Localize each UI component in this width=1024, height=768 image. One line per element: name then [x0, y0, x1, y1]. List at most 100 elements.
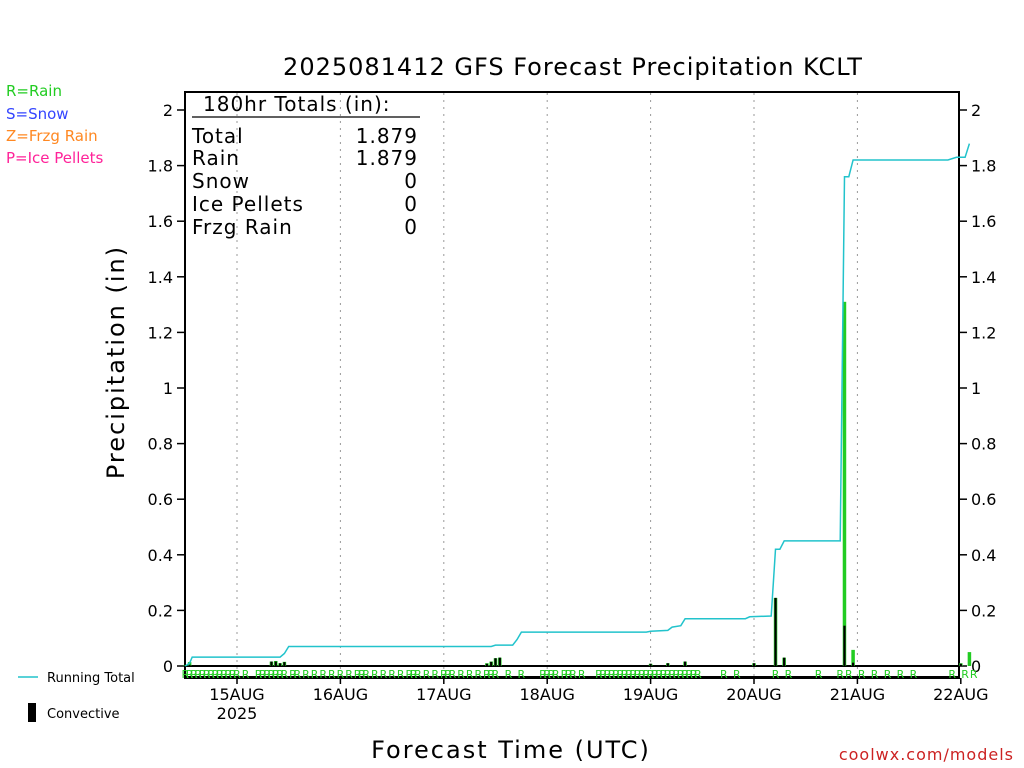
convective-bar — [274, 661, 277, 666]
rain-marker: R — [910, 668, 918, 681]
convective-bar — [188, 664, 191, 666]
convective-bar — [774, 597, 777, 666]
rain-marker: R — [199, 668, 207, 681]
convective-bar — [649, 663, 652, 666]
rain-marker: R — [255, 668, 263, 681]
rain-marker: R — [578, 668, 586, 681]
totals-box: 180hr Totals (in): Total 1.879 Rain 1.87… — [191, 92, 420, 239]
rain-marker: R — [181, 668, 189, 681]
rain-marker: R — [371, 668, 379, 681]
rain-marker: R — [836, 668, 844, 681]
rain-marker: R — [293, 668, 301, 681]
rain-marker: R — [548, 668, 556, 681]
legend-snow: S=Snow — [6, 105, 69, 123]
rain-marker: R — [440, 668, 448, 681]
convective-bar — [270, 661, 273, 666]
rain-marker: R — [668, 668, 676, 681]
x-tick-label: 20AUG — [726, 685, 781, 704]
totals-label-rain: Rain — [192, 146, 240, 170]
rain-marker: R — [492, 668, 500, 681]
convective-bar — [783, 657, 786, 666]
rain-marker: R — [259, 668, 267, 681]
y-tick-label: 1.6 — [148, 212, 173, 231]
rain-marker: R — [242, 668, 250, 681]
rain-marker: R — [397, 668, 405, 681]
x-tick-label: 16AUG — [313, 685, 368, 704]
rain-marker: R — [651, 668, 659, 681]
rain-marker: R — [487, 668, 495, 681]
rain-marker: R — [229, 668, 237, 681]
rain-marker: R — [410, 668, 418, 681]
rain-marker: R — [884, 668, 892, 681]
rain-marker: R — [444, 668, 452, 681]
precip-bars — [183, 301, 972, 666]
convective-bar — [485, 663, 488, 666]
rain-marker: R — [505, 668, 513, 681]
running-total-label: Running Total — [47, 671, 135, 686]
convective-bar — [278, 663, 282, 666]
rain-marker: R — [268, 668, 276, 681]
rain-marker: R — [948, 668, 956, 681]
y-tick-label: 1 — [163, 379, 173, 398]
convective-bar — [843, 625, 846, 666]
totals-label-ice-pellets: Ice Pellets — [192, 192, 304, 216]
rain-marker: R — [289, 668, 297, 681]
rain-marker: R — [358, 668, 366, 681]
rain-marker: R — [720, 668, 728, 681]
rain-marker: R — [604, 668, 612, 681]
y-tick-label-right: 1 — [971, 379, 981, 398]
rain-marker: R — [612, 668, 620, 681]
y-tick-label: 2 — [163, 101, 173, 120]
y-tick-label: 1.4 — [148, 268, 173, 287]
y-tick-label: 0.8 — [148, 435, 173, 454]
x-tick-label: 18AUG — [519, 685, 574, 704]
rain-marker: R — [677, 668, 685, 681]
rain-marker: R — [319, 668, 327, 681]
rain-marker: R — [302, 668, 310, 681]
convective-bar — [851, 662, 855, 666]
convective-label: Convective — [47, 707, 120, 722]
rain-marker: R — [595, 668, 603, 681]
rain-marker: R — [388, 668, 396, 681]
rain-marker: R — [225, 668, 233, 681]
rain-marker: R — [630, 668, 638, 681]
chart-title: 2025081412 GFS Forecast Precipitation KC… — [283, 53, 863, 81]
rain-marker: R — [457, 668, 465, 681]
y-axis-title: Precipitation (in) — [102, 245, 130, 479]
rain-marker: R — [772, 668, 780, 681]
rain-marker: R — [660, 668, 668, 681]
rain-marker: R — [212, 668, 220, 681]
rain-marker: R — [328, 668, 336, 681]
rain-marker: R — [539, 668, 547, 681]
y-tick-label-right: 1.4 — [971, 268, 996, 287]
rain-marker: R — [897, 668, 905, 681]
x-tick-label: 22AUG — [933, 685, 988, 704]
y-tick-label: 0.2 — [148, 601, 173, 620]
totals-value-ice-pellets: 0 — [404, 192, 418, 216]
convective-bar — [959, 663, 962, 666]
totals-label-snow: Snow — [192, 169, 250, 193]
rain-marker: R — [518, 668, 526, 681]
rain-marker: R — [281, 668, 289, 681]
rain-marker: R — [272, 668, 280, 681]
rain-marker: R — [686, 668, 694, 681]
rain-marker: R — [345, 668, 353, 681]
rain-marker: R — [203, 668, 211, 681]
rain-marker: R — [569, 668, 577, 681]
y-tick-label-right: 0.8 — [971, 435, 996, 454]
x-tick-label: 17AUG — [416, 685, 471, 704]
rain-marker: R — [406, 668, 414, 681]
rain-marker: R — [220, 668, 228, 681]
rain-marker: R — [655, 668, 663, 681]
rain-marker: R — [207, 668, 215, 681]
legend-rain: R=Rain — [6, 82, 62, 100]
y-tick-label-right: 1.2 — [971, 323, 996, 342]
rain-marker: R — [190, 668, 198, 681]
rain-marker: R — [194, 668, 202, 681]
x-tick-label: 19AUG — [623, 685, 678, 704]
rain-marker: R — [690, 668, 698, 681]
totals-label-total: Total — [191, 124, 244, 148]
rain-marker: R — [815, 668, 823, 681]
running-total-line — [184, 143, 971, 667]
precip-bar — [967, 652, 972, 666]
